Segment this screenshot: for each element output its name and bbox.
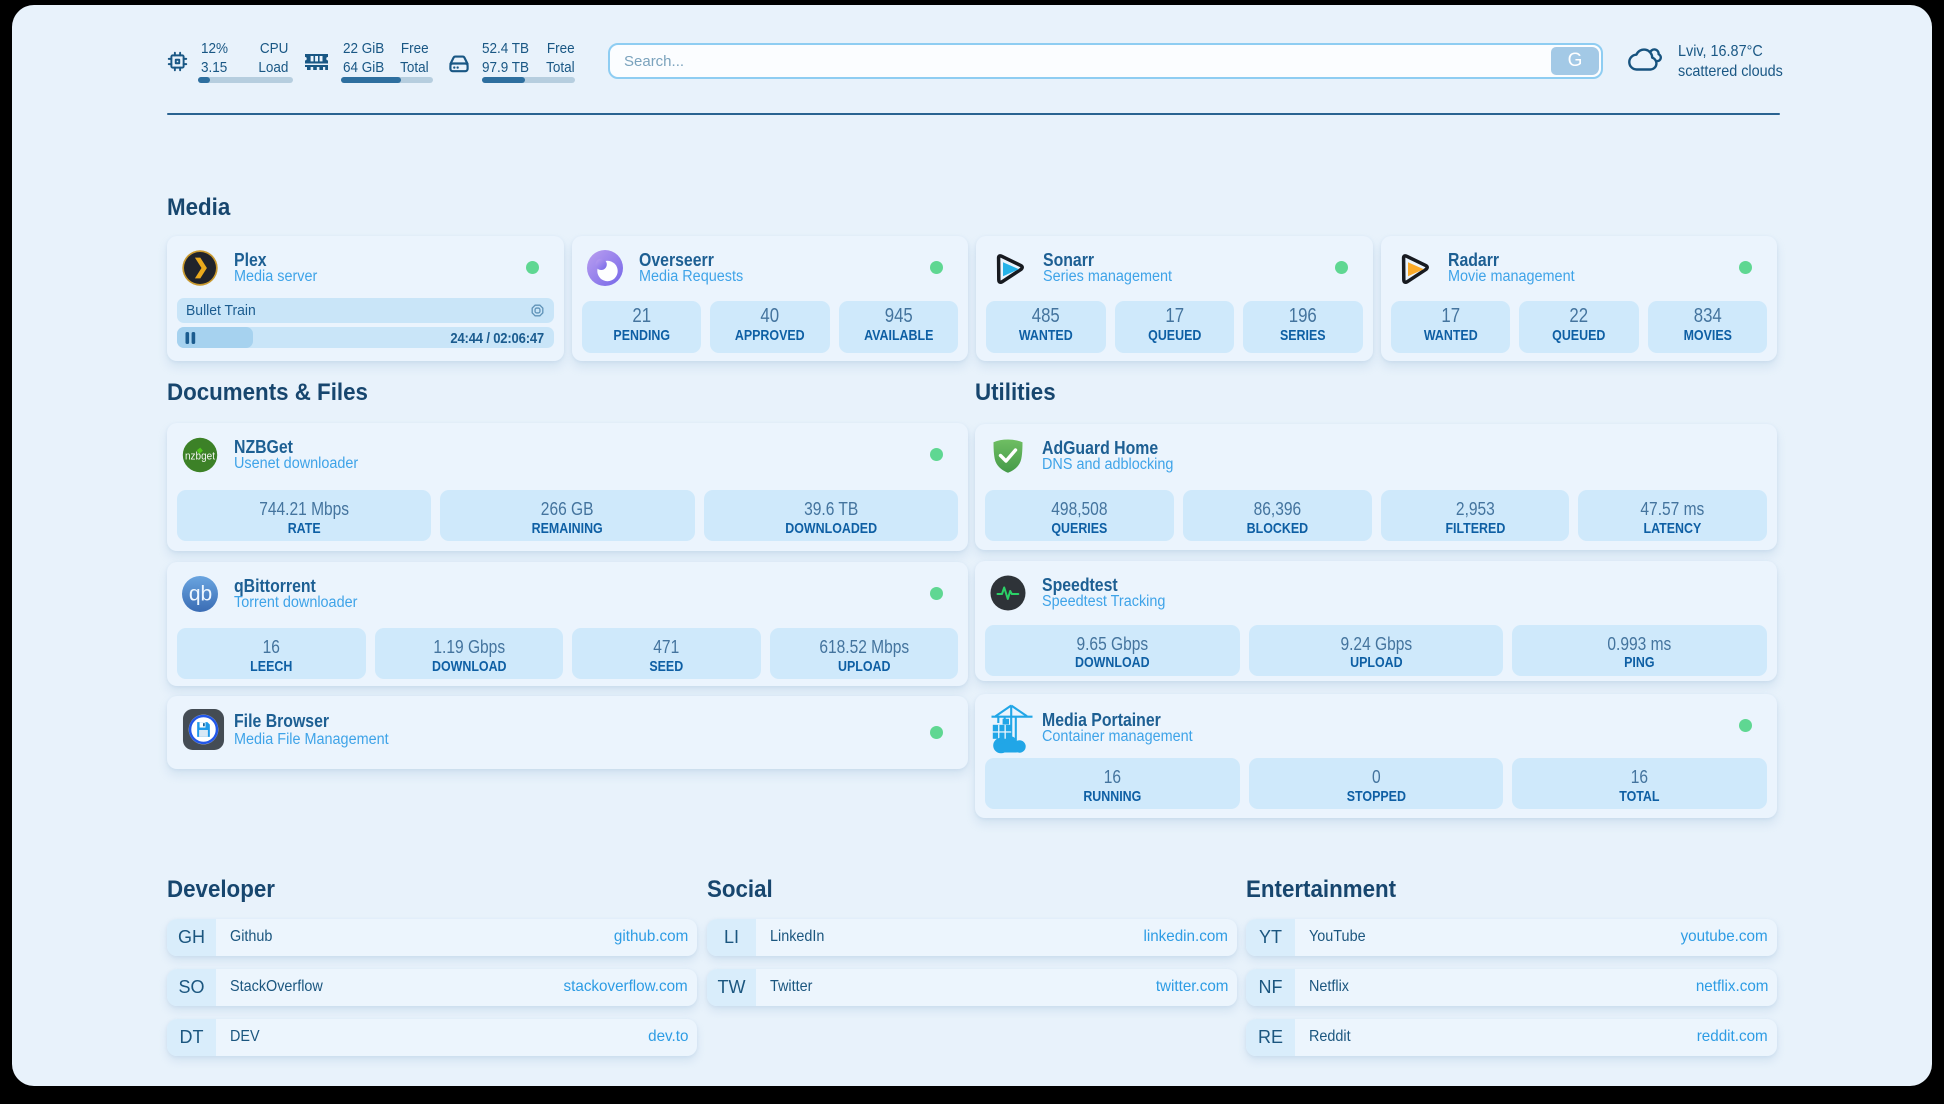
- svg-text:nzbget: nzbget: [185, 450, 215, 462]
- svg-text:qb: qb: [189, 583, 212, 606]
